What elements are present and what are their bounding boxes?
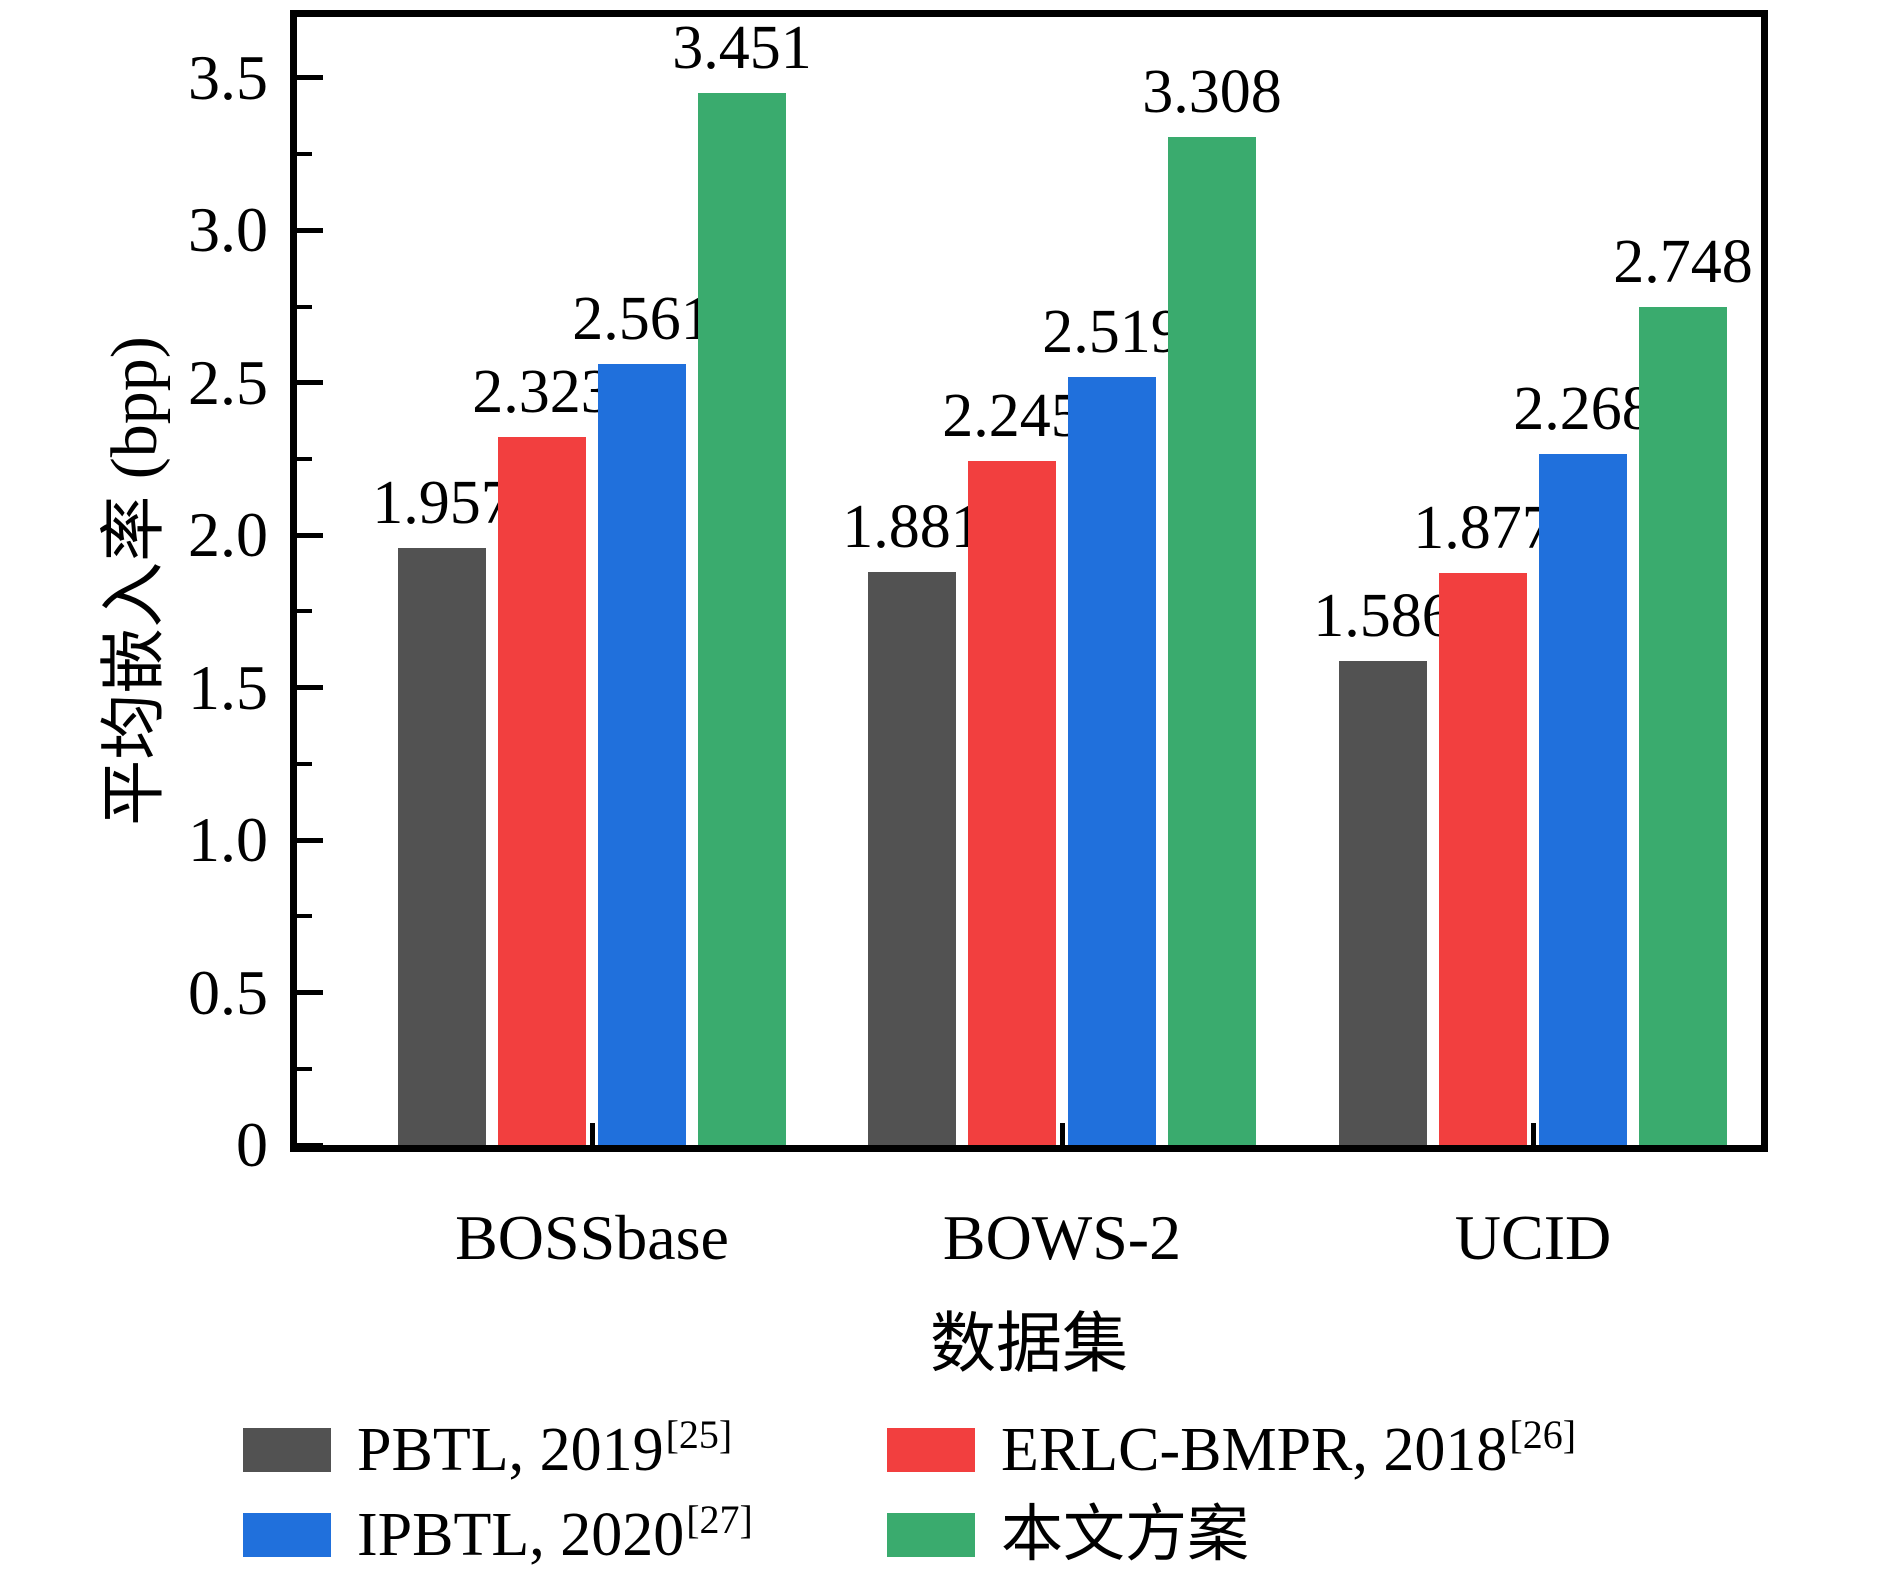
y-tick-label: 3.0: [188, 194, 268, 266]
y-tick-label: 0: [236, 1109, 268, 1180]
bar-pbtl-2019-ucid: [1339, 661, 1427, 1145]
bar-erlc-bmpr-2018-ucid: [1439, 572, 1527, 1145]
y-major-tick: [297, 685, 323, 691]
y-major-tick: [297, 380, 323, 386]
legend-item-4: 本文方案: [887, 1504, 1249, 1566]
legend-label: IPBTL, 2020[27]: [357, 1497, 753, 1569]
bar-value-label: 2.268: [1513, 374, 1653, 443]
bar-value-label: 2.323: [472, 357, 612, 426]
legend-swatch: [243, 1428, 331, 1472]
y-minor-tick: [297, 152, 312, 157]
bar---bossbase: [698, 92, 786, 1145]
legend-label: ERLC-BMPR, 2018[26]: [1001, 1412, 1577, 1484]
x-tick: [1530, 1123, 1536, 1145]
y-minor-tick: [297, 914, 312, 919]
y-major-tick: [297, 1142, 323, 1148]
legend-label: 本文方案: [1001, 1501, 1250, 1569]
legend-item-2: ERLC-BMPR, 2018[26]: [887, 1415, 1576, 1481]
bar-pbtl-2019-bossbase: [398, 548, 486, 1145]
legend-swatch: [243, 1513, 331, 1557]
bar-value-label: 3.451: [672, 13, 812, 82]
y-major-tick: [297, 75, 323, 81]
bar-ipbtl-2020-ucid: [1539, 453, 1627, 1145]
y-minor-tick: [297, 761, 312, 766]
legend-swatch: [887, 1428, 975, 1472]
legend-item-1: PBTL, 2019[25]: [243, 1415, 732, 1481]
y-minor-tick: [297, 457, 312, 462]
y-major-tick: [297, 532, 323, 538]
bar-ipbtl-2020-bossbase: [598, 364, 686, 1145]
y-minor-tick: [297, 1066, 312, 1071]
legend-swatch: [887, 1513, 975, 1557]
legend-ref-superscript: [27]: [686, 1497, 753, 1542]
bar-value-label: 1.881: [842, 492, 982, 561]
bar-value-label: 2.519: [1042, 298, 1182, 367]
y-tick-label: 2.5: [188, 346, 268, 418]
bar-erlc-bmpr-2018-bows-2: [968, 460, 1056, 1145]
legend-ref-superscript: [25]: [665, 1412, 733, 1457]
bar-value-label: 2.561: [572, 285, 712, 354]
bar-value-label: 1.877: [1413, 493, 1553, 562]
y-tick-label: 2.0: [188, 499, 268, 571]
bar-erlc-bmpr-2018-bossbase: [498, 436, 586, 1145]
bar-value-label: 1.957: [372, 469, 512, 538]
legend-item-3: IPBTL, 2020[27]: [243, 1500, 753, 1566]
legend-ref-superscript: [26]: [1509, 1412, 1577, 1457]
y-major-tick: [297, 227, 323, 233]
y-tick-label: 1.5: [188, 651, 268, 723]
bar-value-label: 2.245: [942, 381, 1082, 450]
x-tick: [589, 1123, 595, 1145]
bar-value-label: 1.586: [1313, 582, 1453, 651]
x-axis-title: 数据集: [930, 1308, 1128, 1381]
x-category-label-bows-2: BOWS-2: [942, 1202, 1182, 1273]
x-category-label-bossbase: BOSSbase: [455, 1202, 729, 1273]
bar-ipbtl-2020-bows-2: [1068, 377, 1156, 1145]
x-tick: [1059, 1123, 1065, 1145]
plot-area: 1.957 1.881 1.586 2.323 2.245 1.877 2.561 2.519…: [290, 10, 1768, 1152]
bar---ucid: [1639, 307, 1727, 1145]
legend-label: PBTL, 2019[25]: [357, 1412, 733, 1484]
y-major-tick: [297, 837, 323, 843]
bar-value-label: 2.748: [1613, 228, 1753, 297]
x-category-label-ucid: UCID: [1454, 1202, 1612, 1273]
y-minor-tick: [297, 304, 312, 309]
bar-value-label: 3.308: [1142, 57, 1282, 126]
y-minor-tick: [297, 609, 312, 614]
y-tick-label: 1.0: [188, 804, 268, 876]
bar-pbtl-2019-bows-2: [868, 571, 956, 1145]
y-tick-label: 0.5: [188, 956, 268, 1028]
y-major-tick: [297, 990, 323, 996]
bar---bows-2: [1168, 136, 1256, 1145]
y-tick-label: 3.5: [188, 41, 268, 113]
